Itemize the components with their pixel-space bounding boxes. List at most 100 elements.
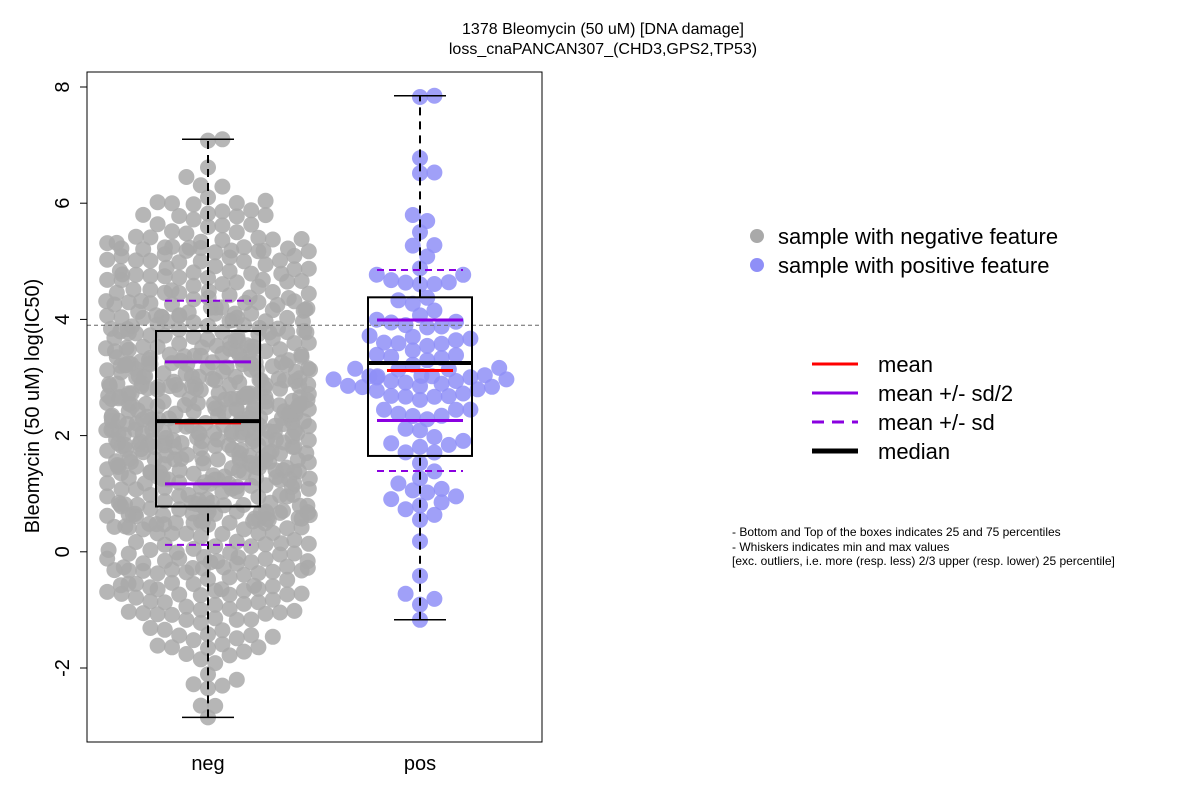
data-point-neg xyxy=(150,194,166,210)
data-point-pos xyxy=(448,488,464,504)
x-tick-label-pos: pos xyxy=(404,753,436,775)
data-point-pos xyxy=(405,207,421,223)
data-point-neg xyxy=(301,536,317,552)
data-point-neg xyxy=(101,542,117,558)
data-point-pos xyxy=(383,315,399,331)
data-point-pos xyxy=(426,276,442,292)
data-point-neg xyxy=(243,202,259,218)
data-point-pos xyxy=(347,361,363,377)
data-point-neg xyxy=(265,284,281,300)
data-point-neg xyxy=(258,193,274,209)
data-point-pos xyxy=(398,501,414,517)
data-point-neg xyxy=(294,231,310,247)
data-point-pos xyxy=(326,371,342,387)
data-point-neg xyxy=(229,195,245,211)
data-point-pos xyxy=(448,347,464,363)
data-point-pos xyxy=(426,445,442,461)
data-point-neg xyxy=(229,672,245,688)
note-line-1: - Bottom and Top of the boxes indicates … xyxy=(732,525,1061,539)
data-point-neg xyxy=(200,331,216,347)
data-point-neg xyxy=(236,253,252,269)
data-point-neg xyxy=(243,627,259,643)
legend-label-mean: mean xyxy=(878,352,933,377)
data-point-pos xyxy=(398,275,414,291)
data-point-neg xyxy=(243,612,259,628)
data-point-pos xyxy=(412,439,428,455)
data-point-pos xyxy=(448,332,464,348)
chart-title-line1: 1378 Bleomycin (50 uM) [DNA damage] xyxy=(462,21,744,38)
data-point-neg xyxy=(178,646,194,662)
data-point-pos xyxy=(477,367,493,383)
data-point-pos xyxy=(419,213,435,229)
y-tick-label: 2 xyxy=(52,430,74,441)
data-point-neg xyxy=(279,310,295,326)
legend-label-positive: sample with positive feature xyxy=(778,253,1049,278)
data-point-neg xyxy=(222,263,238,279)
data-point-neg xyxy=(128,267,144,283)
data-point-pos xyxy=(462,331,478,347)
legend-label-negative: sample with negative feature xyxy=(778,224,1058,249)
points-legend: sample with negative feature sample with… xyxy=(750,224,1058,278)
data-point-neg xyxy=(207,258,223,274)
data-point-neg xyxy=(207,655,223,671)
data-point-neg xyxy=(286,603,302,619)
data-point-neg xyxy=(236,239,252,255)
data-point-neg xyxy=(99,252,115,268)
data-point-pos xyxy=(434,336,450,352)
y-tick-label: 0 xyxy=(52,546,74,557)
data-point-neg xyxy=(171,628,187,644)
data-point-neg xyxy=(193,698,209,714)
data-point-neg xyxy=(214,232,230,248)
data-point-pos xyxy=(362,328,378,344)
data-point-neg xyxy=(193,602,209,618)
data-point-neg xyxy=(157,622,173,638)
note-line-2: - Whiskers indicates min and max values xyxy=(732,540,949,554)
data-point-neg xyxy=(214,203,230,219)
data-point-pos xyxy=(426,237,442,253)
data-point-neg xyxy=(301,261,317,277)
data-point-neg xyxy=(164,195,180,211)
data-point-pos xyxy=(426,591,442,607)
data-point-pos xyxy=(383,388,399,404)
data-point-pos xyxy=(383,435,399,451)
data-point-neg xyxy=(294,586,310,602)
note-line-3: [exc. outliers, i.e. more (resp. less) 2… xyxy=(732,554,1115,568)
data-point-neg xyxy=(207,698,223,714)
data-point-neg xyxy=(164,239,180,255)
data-point-pos xyxy=(462,369,478,385)
data-point-neg xyxy=(193,234,209,250)
data-point-neg xyxy=(265,578,281,594)
data-point-neg xyxy=(186,632,202,648)
data-point-neg xyxy=(207,597,223,613)
data-point-pos xyxy=(383,491,399,507)
data-point-neg xyxy=(186,196,202,212)
data-point-neg xyxy=(128,229,144,245)
data-point-neg xyxy=(258,551,274,567)
data-point-neg xyxy=(222,601,238,617)
data-point-pos xyxy=(441,274,457,290)
data-point-pos xyxy=(462,402,478,418)
data-point-pos xyxy=(390,476,406,492)
data-point-neg xyxy=(109,235,125,251)
data-point-neg xyxy=(193,177,209,193)
legend-marker-positive xyxy=(750,258,764,272)
notes: - Bottom and Top of the boxes indicates … xyxy=(732,525,1115,568)
legend-marker-negative xyxy=(750,229,764,243)
data-point-pos xyxy=(448,402,464,418)
data-point-neg xyxy=(164,223,180,239)
data-point-neg xyxy=(279,586,295,602)
data-point-neg xyxy=(150,216,166,232)
data-point-pos xyxy=(398,586,414,602)
data-point-pos xyxy=(376,402,392,418)
legend-label-half-sd: mean +/- sd/2 xyxy=(878,381,1013,406)
y-tick-label: 8 xyxy=(52,81,74,92)
data-point-pos xyxy=(398,444,414,460)
data-point-neg xyxy=(171,270,187,286)
data-point-neg xyxy=(214,179,230,195)
data-point-pos xyxy=(491,360,507,376)
data-point-neg xyxy=(280,241,296,257)
data-point-pos xyxy=(419,485,435,501)
data-point-neg xyxy=(281,290,297,306)
data-point-pos xyxy=(340,378,356,394)
data-point-neg xyxy=(121,604,137,620)
